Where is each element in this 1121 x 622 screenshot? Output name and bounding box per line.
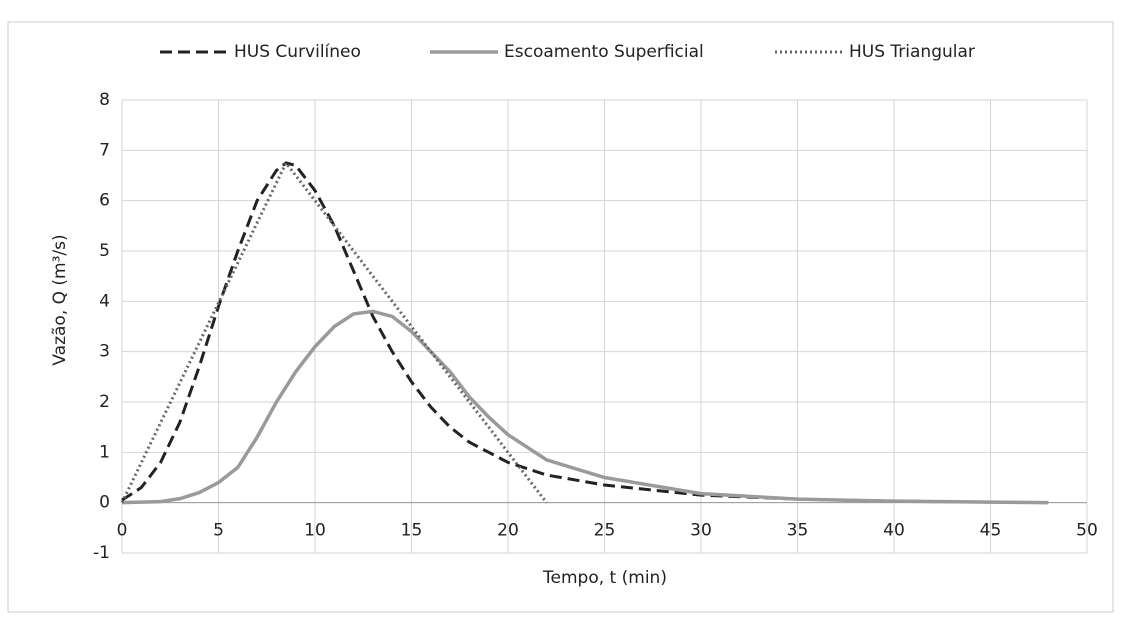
x-tick-label: 15 [401,521,423,541]
x-tick-label: 25 [594,521,616,541]
x-tick-label: 30 [690,521,712,541]
x-tick-label: 50 [1076,521,1098,541]
x-tick-label: 10 [304,521,326,541]
legend-label: HUS Triangular [849,42,975,62]
y-tick-label: -1 [93,543,110,563]
y-axis-label: Vazão, Q (m³/s) [50,234,70,365]
x-tick-label: 0 [117,521,128,541]
y-tick-label: 1 [99,442,110,462]
y-tick-label: 6 [99,191,110,211]
y-tick-label: 0 [99,493,110,513]
y-tick-label: 7 [99,140,110,160]
series-line [120,160,548,504]
x-tick-label: 5 [213,521,224,541]
x-tick-label: 40 [883,521,905,541]
series-line [121,161,1049,505]
legend-label: HUS Curvilíneo [234,42,361,62]
x-tick-label: 45 [980,521,1002,541]
y-tick-label: 3 [99,342,110,362]
y-tick-label: 8 [99,90,110,110]
y-tick-label: 2 [99,392,110,412]
y-tick-label: 5 [99,241,110,261]
x-axis-label: Tempo, t (min) [542,568,667,588]
x-tick-label: 35 [787,521,809,541]
legend-label: Escoamento Superficial [504,42,704,62]
series-line [121,309,1049,505]
chart-border [7,21,1114,613]
y-tick-label: 4 [99,291,110,311]
x-tick-label: 20 [497,521,519,541]
